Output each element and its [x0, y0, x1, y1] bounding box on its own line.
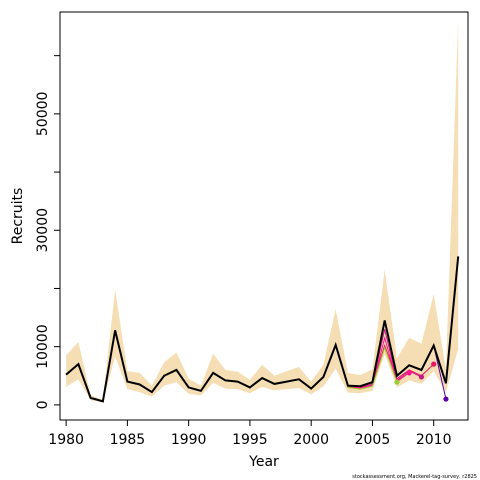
y-axis-title: Recruits	[10, 188, 26, 245]
x-axis-title: Year	[248, 454, 279, 470]
x-tick-label: 2000	[293, 432, 329, 448]
main-line-layer	[65, 256, 460, 403]
y-tick-label: 10000	[35, 324, 51, 369]
plot-frame	[59, 11, 469, 421]
confidence-band-layer	[66, 20, 459, 403]
footnote: stockassessment.org, Mackerel-tag-survey…	[352, 474, 477, 480]
y-axis: 0 10000 30000 50000	[35, 55, 60, 409]
confidence-band	[66, 20, 459, 403]
x-tick-label: 1980	[48, 432, 84, 448]
y-tick-label: 50000	[35, 92, 51, 137]
x-tick-label: 1985	[110, 432, 146, 448]
retro-end-point	[394, 379, 400, 385]
retro-end-point	[406, 370, 412, 376]
x-tick-label: 2005	[355, 432, 391, 448]
x-tick-label: 2010	[416, 432, 452, 448]
x-tick-label: 1995	[232, 432, 268, 448]
recruits-line	[65, 256, 460, 403]
retro-end-point	[431, 361, 437, 367]
x-axis: 1980 1985 1990 1995 2000 2005 2010	[48, 420, 452, 448]
y-tick-label: 0	[35, 400, 51, 409]
y-tick-label: 30000	[35, 208, 51, 253]
retro-end-point	[418, 374, 425, 380]
retro-end-point	[443, 396, 449, 402]
x-tick-label: 1990	[171, 432, 207, 448]
